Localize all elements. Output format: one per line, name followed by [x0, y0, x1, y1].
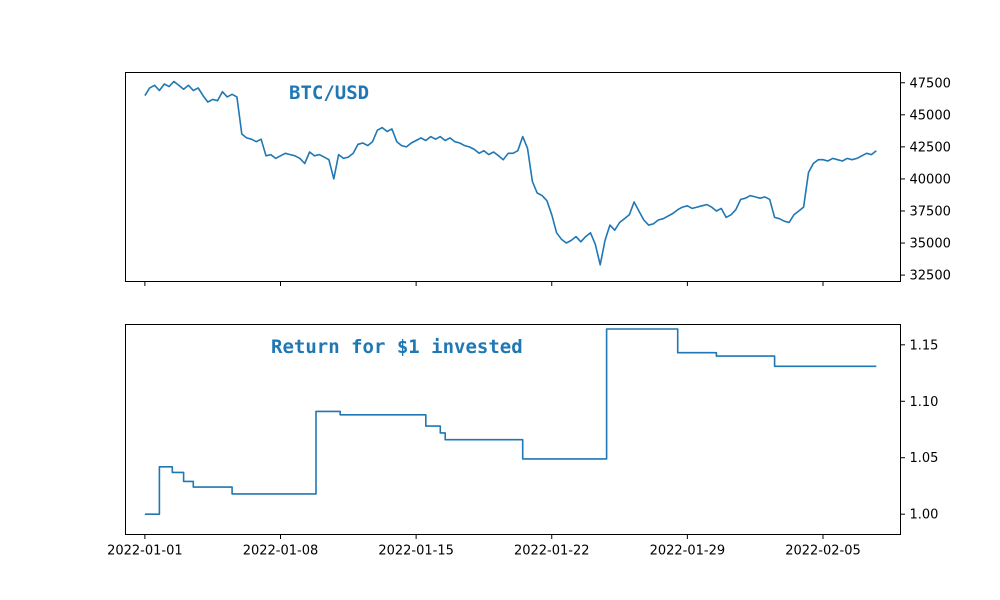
- return-xtick-label-2: 2022-01-15: [378, 544, 454, 559]
- return-ytick-label-0: 1.00: [910, 508, 939, 523]
- btc-price-title: BTC/USD: [289, 82, 369, 104]
- return-xtick-label-1: 2022-01-08: [243, 544, 319, 559]
- btc-price-ytick-label-1: 35000: [910, 237, 951, 252]
- btc-price-ytick-label-5: 45000: [910, 108, 951, 123]
- return-x-axis: 2022-01-01 2022-01-08 2022-01-15 2022-01-22…: [107, 534, 861, 559]
- btc-price-axes-frame: [125, 72, 901, 282]
- return-y-axis: 1.00 1.05 1.10 1.15: [900, 338, 939, 523]
- return-panel: 1.001.051.101.15 2022-01-01 2022-01-08 202…: [107, 324, 939, 559]
- return-ytick-label-2: 1.10: [910, 395, 939, 410]
- return-ytick-label-1: 1.05: [910, 451, 939, 466]
- btc-price-panel: 32500 35000 37500 40000 42500 45000 47500 BTC/…: [125, 72, 951, 286]
- return-xtick-label-0: 2022-01-01: [107, 544, 183, 559]
- btc-price-y-axis: 32500 35000 37500 40000 42500 45000 47500: [900, 76, 951, 284]
- return-line-0: [144, 328, 877, 515]
- btc-price-ytick-label-6: 47500: [910, 76, 951, 91]
- return-title: Return for $1 invested: [271, 336, 523, 358]
- return-xtick-label-4: 2022-01-29: [650, 544, 726, 559]
- btc-price-x-axis: [144, 281, 824, 286]
- btc-price-line-0: [144, 80, 877, 266]
- btc-price-ytick-label-0: 32500: [910, 269, 951, 284]
- return-axes-frame: [125, 324, 901, 535]
- return-ytick-label-3: 1.15: [910, 338, 939, 353]
- return-xtick-label-5: 2022-02-05: [785, 544, 861, 559]
- btc-price-ytick-label-2: 37500: [910, 204, 951, 219]
- btc-price-ytick-label-3: 40000: [910, 172, 951, 187]
- return-series: [144, 328, 877, 515]
- btc-price-ytick-label-4: 42500: [910, 140, 951, 155]
- btc-price-series: [144, 80, 877, 266]
- return-xtick-label-3: 2022-01-22: [514, 544, 590, 559]
